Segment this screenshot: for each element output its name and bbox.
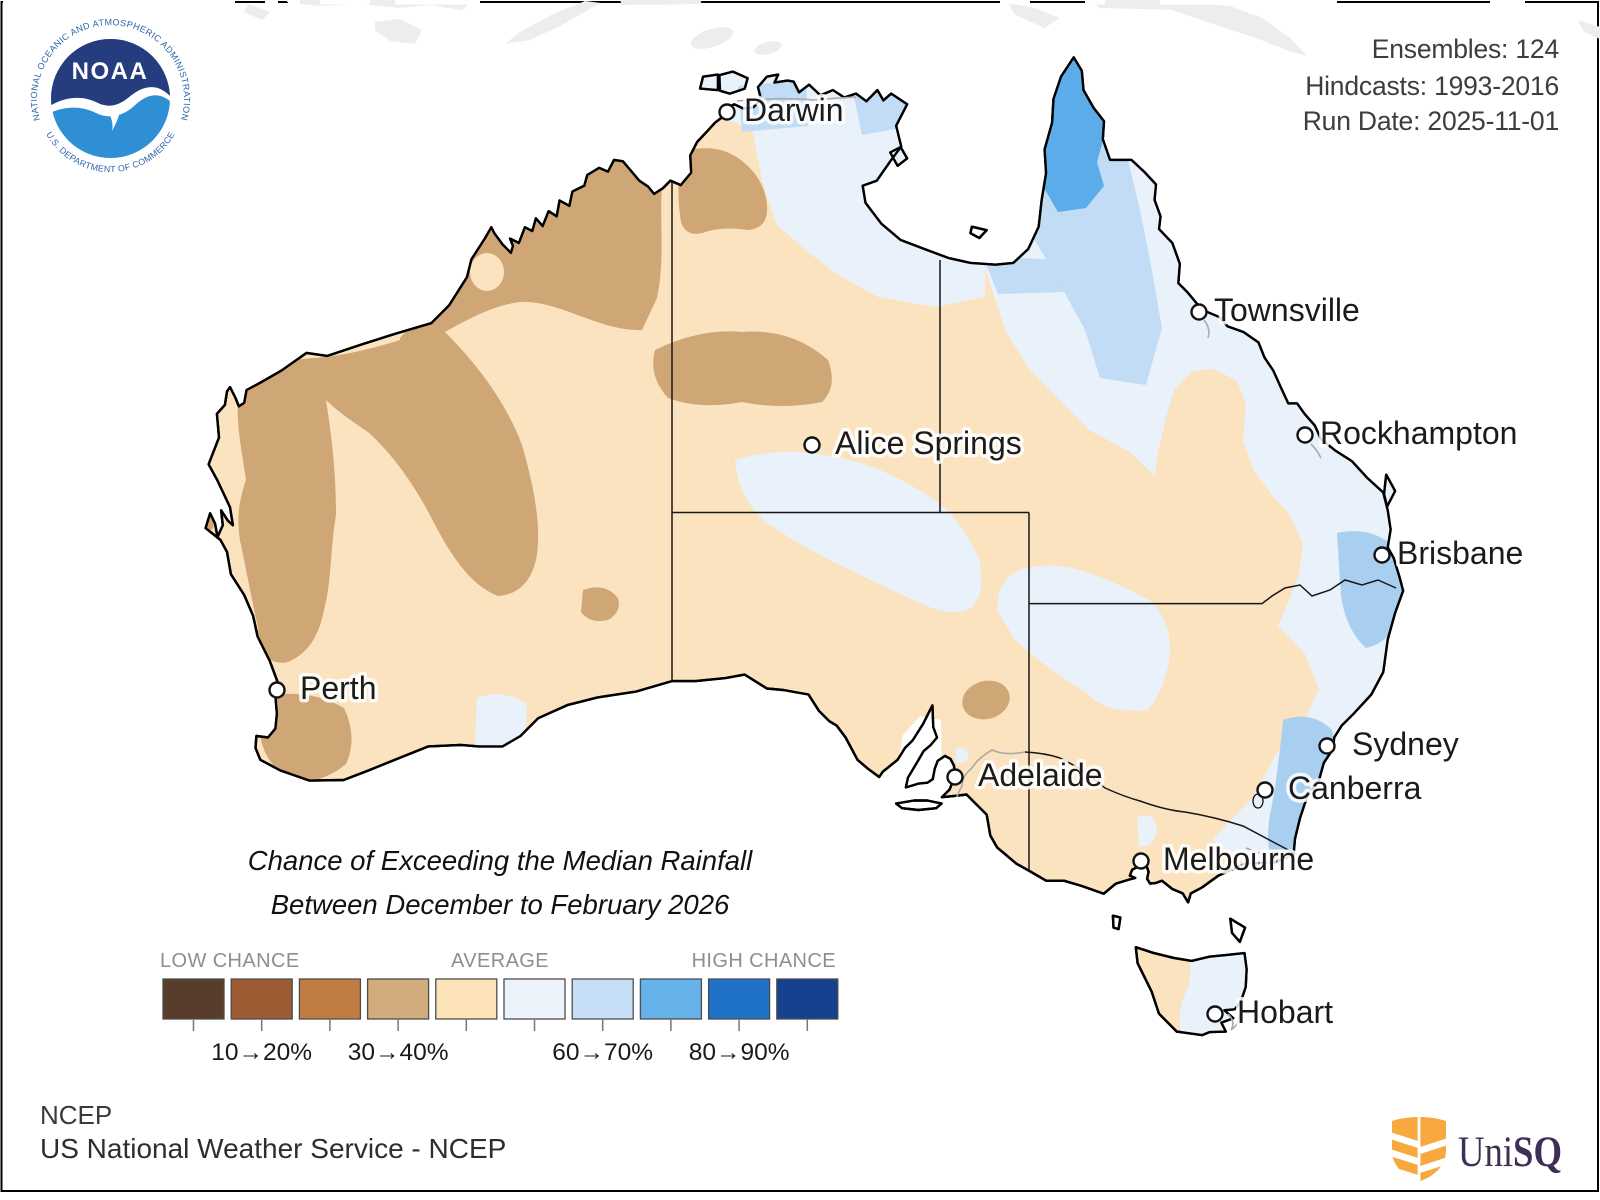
svg-text:Adelaide: Adelaide — [978, 757, 1103, 793]
svg-text:Hindcasts: 1993-2016: Hindcasts: 1993-2016 — [1305, 71, 1559, 101]
svg-text:US National Weather Service -: US National Weather Service - NCEP — [40, 1133, 506, 1164]
svg-text:Ensembles: 124: Ensembles: 124 — [1372, 34, 1559, 64]
svg-text:Canberra: Canberra — [1288, 770, 1422, 806]
svg-text:Brisbane: Brisbane — [1397, 535, 1523, 571]
svg-text:Hobart: Hobart — [1237, 994, 1333, 1030]
svg-text:NOAA: NOAA — [72, 58, 149, 85]
svg-text:10→20%: 10→20% — [211, 1039, 312, 1066]
svg-text:AVERAGE: AVERAGE — [451, 950, 549, 972]
svg-text:HIGH CHANCE: HIGH CHANCE — [692, 950, 836, 972]
svg-text:Perth: Perth — [300, 670, 376, 706]
svg-text:NCEP: NCEP — [40, 1100, 112, 1130]
svg-text:Run Date: 2025-11-01: Run Date: 2025-11-01 — [1303, 106, 1559, 136]
svg-text:Sydney: Sydney — [1352, 726, 1459, 762]
svg-text:Alice Springs: Alice Springs — [835, 425, 1022, 461]
svg-text:60→70%: 60→70% — [552, 1039, 653, 1066]
svg-text:Melbourne: Melbourne — [1163, 841, 1314, 877]
svg-text:UniSQ: UniSQ — [1458, 1129, 1562, 1176]
svg-text:80→90%: 80→90% — [689, 1039, 790, 1066]
svg-text:Between December to February 2: Between December to February 2026 — [271, 889, 730, 920]
svg-text:Darwin: Darwin — [744, 92, 844, 128]
svg-text:LOW CHANCE: LOW CHANCE — [160, 950, 300, 972]
svg-text:Rockhampton: Rockhampton — [1320, 415, 1517, 451]
svg-text:Townsville: Townsville — [1214, 292, 1360, 328]
svg-text:Chance of Exceeding the Median: Chance of Exceeding the Median Rainfall — [248, 845, 753, 876]
svg-text:30→40%: 30→40% — [348, 1039, 449, 1066]
